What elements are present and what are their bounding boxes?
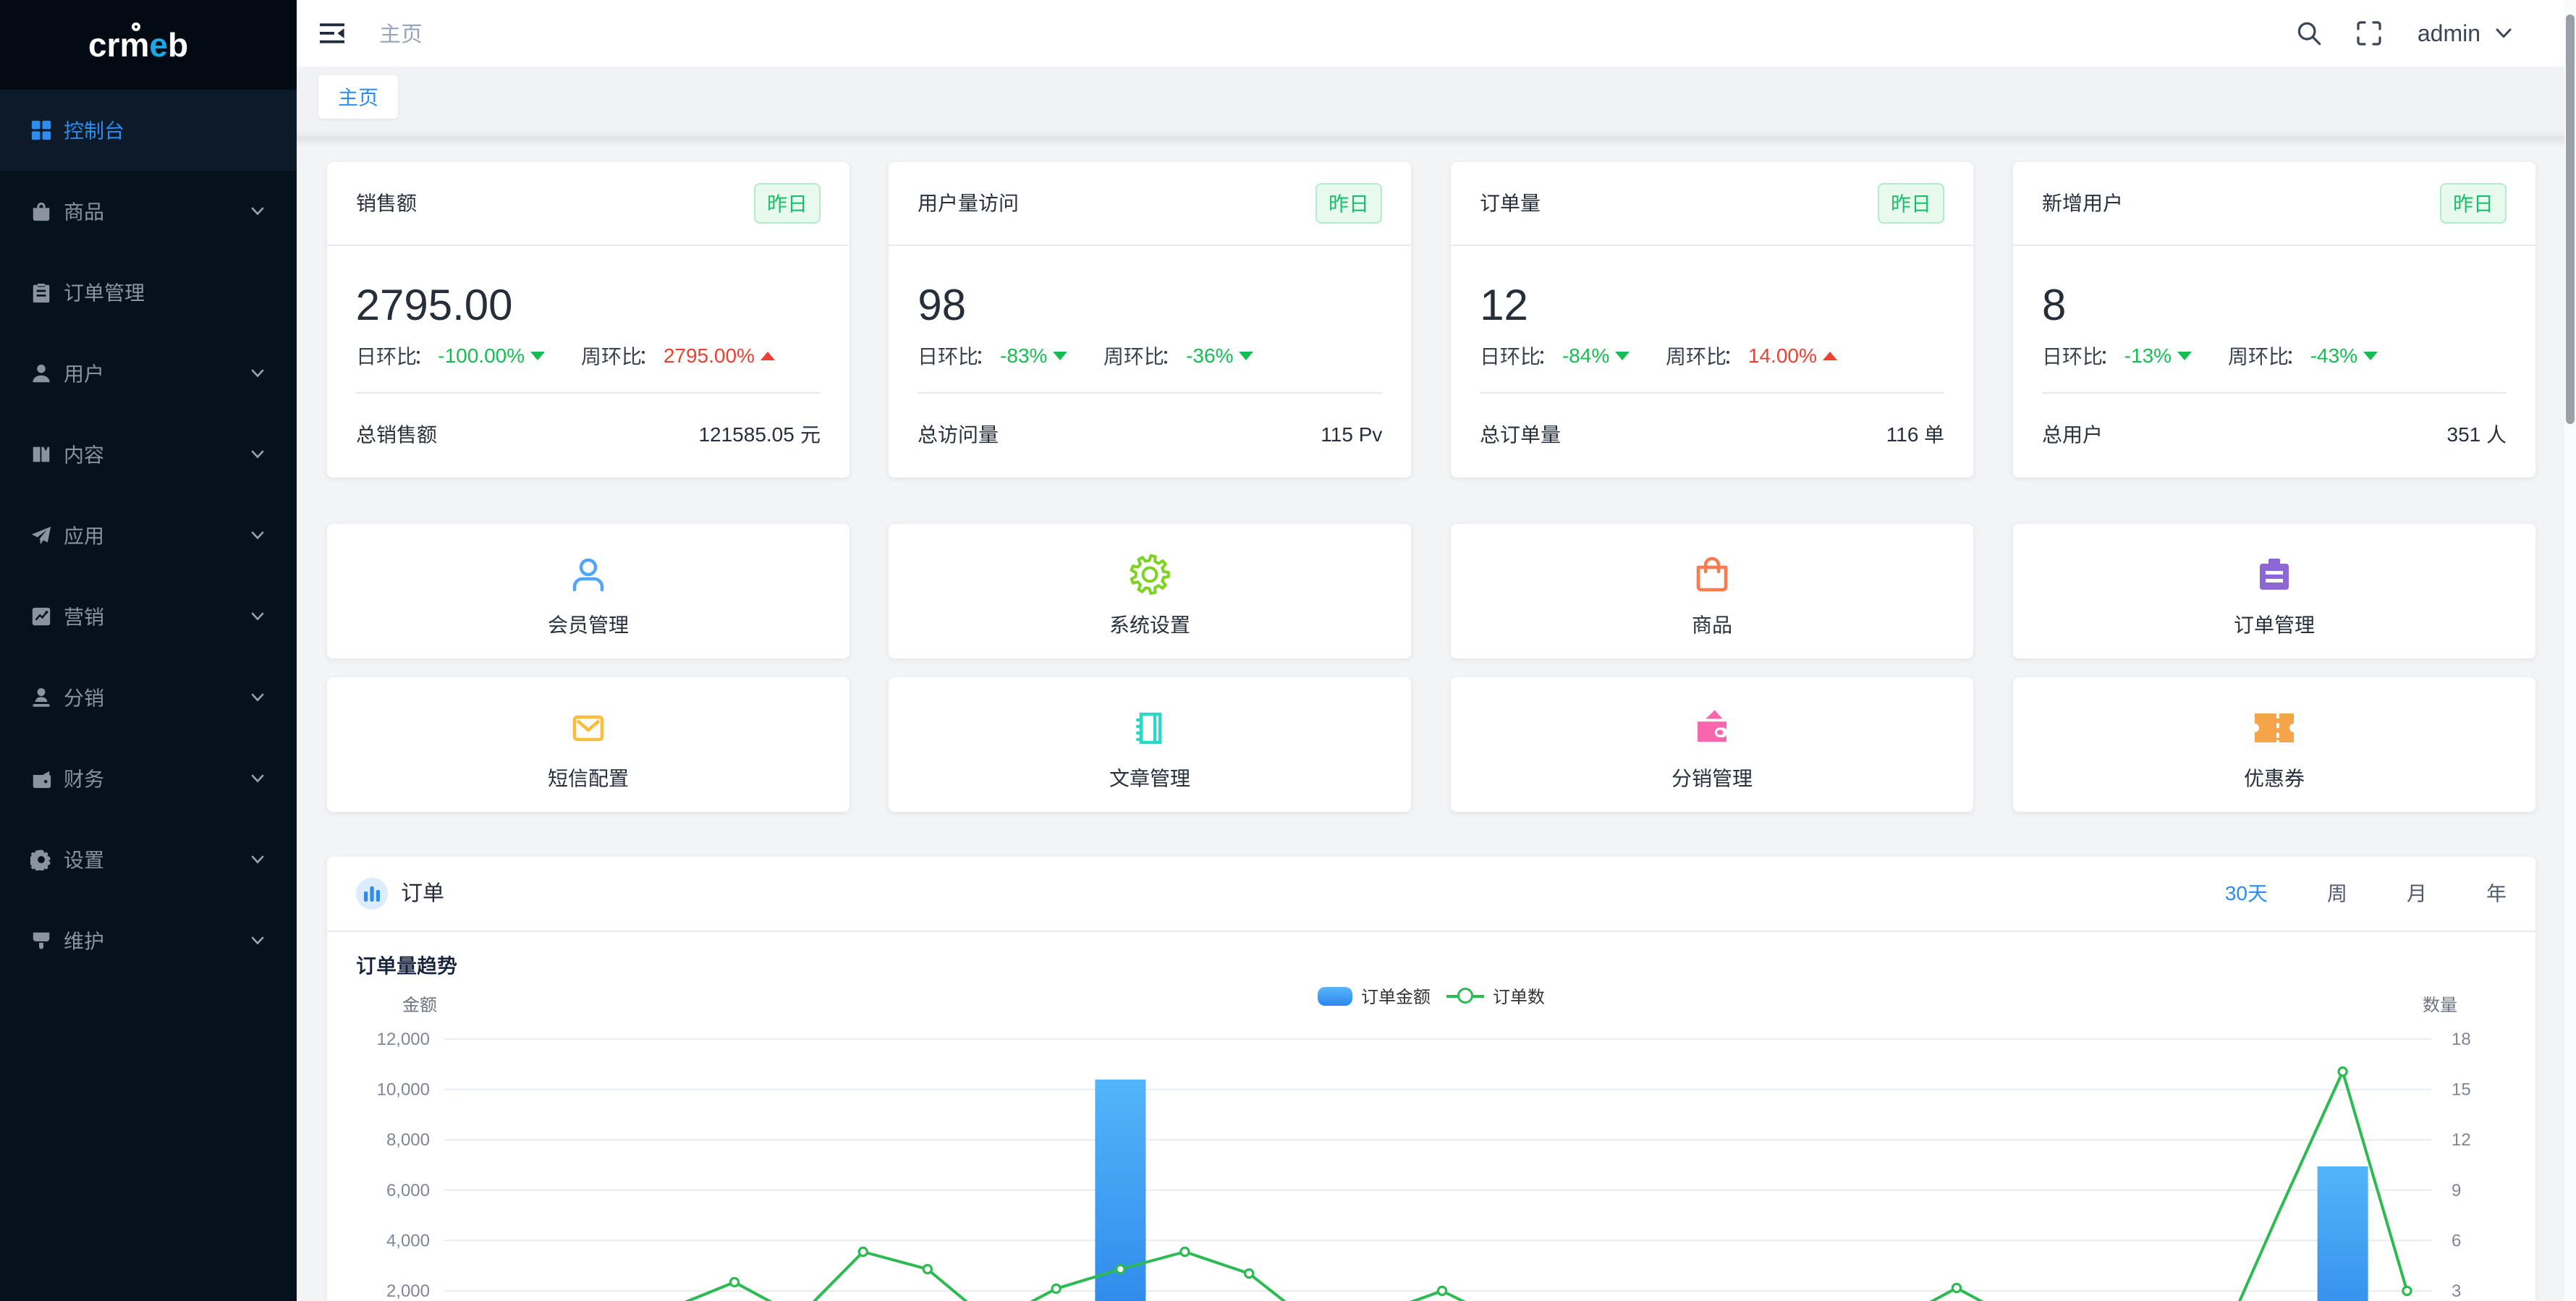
svg-text:15: 15 xyxy=(2452,1080,2471,1100)
svg-text:6: 6 xyxy=(2452,1231,2461,1250)
svg-text:12,000: 12,000 xyxy=(377,1030,430,1049)
svg-text:18: 18 xyxy=(2452,1030,2471,1049)
svg-text:2,000: 2,000 xyxy=(386,1281,430,1301)
svg-text:10,000: 10,000 xyxy=(377,1080,430,1100)
svg-text:8,000: 8,000 xyxy=(386,1130,430,1150)
svg-text:6,000: 6,000 xyxy=(386,1181,430,1200)
svg-text:4,000: 4,000 xyxy=(386,1231,430,1250)
svg-text:3: 3 xyxy=(2452,1281,2461,1301)
svg-text:12: 12 xyxy=(2452,1130,2471,1150)
svg-text:9: 9 xyxy=(2452,1181,2461,1200)
